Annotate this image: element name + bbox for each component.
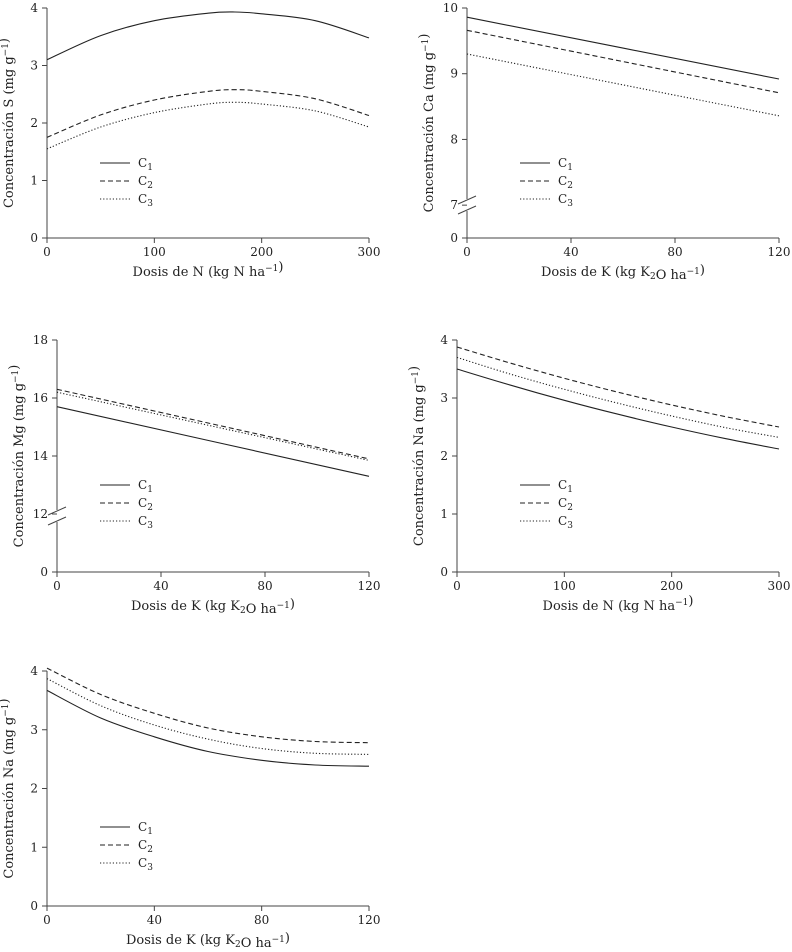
series-line-c1 (46, 689, 370, 767)
y-tick-label: 12 (33, 507, 48, 521)
y-tick-label: 9 (450, 67, 458, 81)
legend-label-c1: C1 (558, 478, 573, 495)
y-tick-label: 4 (30, 664, 38, 678)
x-tick-label: 120 (768, 245, 791, 259)
x-tick-label: 120 (358, 579, 381, 593)
y-tick-label: 1 (30, 174, 38, 188)
series-line-c2 (46, 89, 370, 138)
chart-panel-2: 0 7 8 9 10 0 40 80 120 Dosis de K (kg K2O ha−1) Co… (417, 1, 790, 283)
chart-panel-1: 0 1 2 3 4 0 100 200 300 Dosis de N (kg N ha−1) Con… (0, 1, 380, 280)
x-tick-label: 120 (358, 913, 381, 927)
x-tick-label: 200 (250, 245, 273, 259)
y-tick-label: 4 (30, 1, 38, 15)
series-line-c1 (456, 368, 780, 450)
y-tick-label: 16 (33, 391, 48, 405)
x-axis-title: Dosis de K (kg K2O ha−1) (126, 931, 290, 951)
series-line-c3 (56, 391, 370, 461)
y-tick-label: 0 (40, 565, 48, 579)
series-line-c3 (466, 53, 780, 117)
y-tick-label: 0 (450, 231, 458, 245)
series-line-c3 (46, 678, 370, 755)
y-tick-label: 3 (30, 59, 38, 73)
legend-label-c2: C2 (558, 496, 573, 513)
y-axis-title: Concentración Mg (mg g−1) (7, 365, 27, 548)
y-tick-label: 2 (30, 782, 38, 796)
x-tick-label: 300 (358, 245, 381, 259)
series-line-c2 (456, 346, 780, 428)
y-tick-label: 4 (440, 333, 448, 347)
series-line-c1 (46, 11, 370, 61)
y-tick-label: 8 (450, 132, 458, 146)
axis-break-mark (47, 506, 67, 516)
x-tick-label: 0 (53, 579, 61, 593)
y-tick-label: 2 (30, 116, 38, 130)
y-tick-label: 0 (440, 565, 448, 579)
legend-label-c1: C1 (138, 478, 153, 495)
x-axis-title: Dosis de K (kg K2O ha−1) (541, 263, 705, 283)
series-line-c1 (56, 406, 370, 477)
legend-label-c1: C1 (558, 156, 573, 173)
axis-break-mark (457, 195, 477, 205)
x-tick-label: 200 (660, 579, 683, 593)
axis-break-mark (47, 516, 67, 526)
x-tick-label: 80 (667, 245, 682, 259)
legend-label-c3: C3 (558, 514, 573, 531)
x-tick-label: 0 (453, 579, 461, 593)
x-tick-label: 300 (768, 579, 791, 593)
x-axis-title: Dosis de K (kg K2O ha−1) (131, 597, 295, 617)
series-line-c2 (56, 388, 370, 460)
chart-panel-3: 0 12 14 16 18 0 40 80 120 Dosis de K (kg K2O ha−1… (7, 333, 380, 617)
legend-label-c2: C2 (138, 838, 153, 855)
axis-break-mark (457, 205, 477, 215)
y-axis-title: Concentración S (mg g−1) (0, 38, 17, 208)
legend-label-c3: C3 (138, 514, 153, 531)
legend-label-c2: C2 (138, 174, 153, 191)
y-tick-label: 3 (440, 391, 448, 405)
x-axis-title: Dosis de N (kg N ha−1) (133, 260, 284, 280)
series-line-c2 (46, 667, 370, 744)
x-tick-label: 40 (153, 579, 168, 593)
x-tick-label: 40 (563, 245, 578, 259)
legend-label-c2: C2 (558, 174, 573, 191)
x-tick-label: 0 (43, 913, 51, 927)
y-tick-label: 1 (30, 840, 38, 854)
y-axis-title: Concentración Na (mg g−1) (0, 698, 17, 878)
legend-label-c2: C2 (138, 496, 153, 513)
y-tick-label: 0 (30, 899, 38, 913)
y-tick-label: 1 (440, 507, 448, 521)
x-axis-title: Dosis de N (kg N ha−1) (543, 594, 694, 614)
x-tick-label: 100 (143, 245, 166, 259)
x-tick-label: 0 (463, 245, 471, 259)
x-tick-label: 40 (147, 913, 162, 927)
legend-label-c3: C3 (138, 856, 153, 873)
x-tick-label: 0 (43, 245, 51, 259)
legend-label-c3: C3 (558, 192, 573, 209)
legend-label-c3: C3 (138, 192, 153, 209)
x-tick-label: 100 (553, 579, 576, 593)
y-tick-label: 10 (443, 1, 458, 15)
series-line-c1 (466, 16, 780, 80)
legend-label-c1: C1 (138, 820, 153, 837)
x-tick-label: 80 (257, 579, 272, 593)
y-tick-label: 18 (33, 333, 48, 347)
series-line-c3 (46, 101, 370, 150)
x-tick-label: 80 (254, 913, 269, 927)
y-axis-title: Concentración Ca (mg g−1) (417, 34, 437, 213)
legend-label-c1: C1 (138, 156, 153, 173)
series-line-c3 (456, 356, 780, 438)
y-axis-title: Concentración Na (mg g−1) (407, 366, 427, 546)
y-tick-label: 2 (440, 449, 448, 463)
y-tick-label: 0 (30, 231, 38, 245)
y-tick-label: 3 (30, 723, 38, 737)
y-tick-label: 7 (450, 198, 458, 212)
series-line-c2 (466, 29, 780, 94)
chart-panel-4: 0 1 2 3 4 0 100 200 300 Dosis de N (kg N ha−1) Con… (407, 333, 790, 614)
y-tick-label: 14 (33, 449, 49, 463)
